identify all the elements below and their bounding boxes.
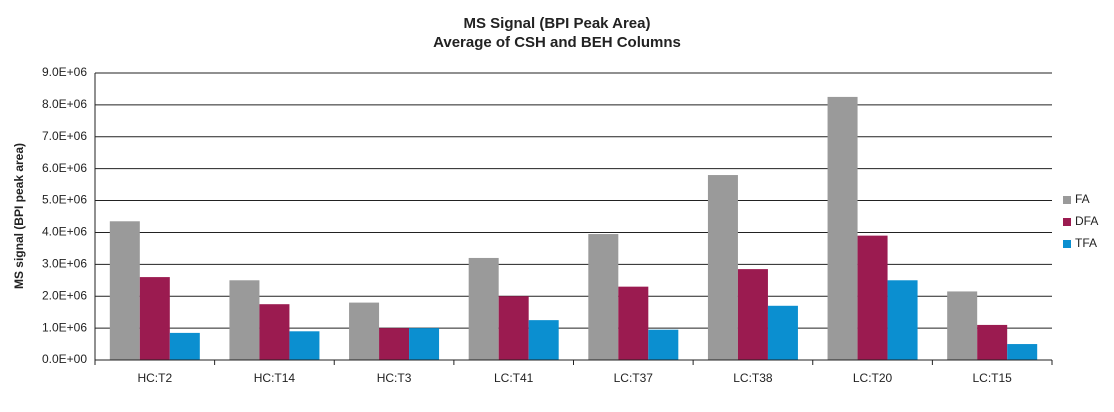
chart-subtitle: Average of CSH and BEH Columns — [433, 34, 681, 51]
x-tick-label: LC:T41 — [494, 371, 534, 385]
bar — [588, 234, 619, 360]
y-tick-label: 2.0E+06 — [42, 288, 87, 302]
bar — [618, 286, 649, 360]
x-tick-label: LC:T15 — [973, 371, 1013, 385]
legend-label: DFA — [1075, 214, 1098, 228]
bar — [947, 291, 978, 360]
y-axis-label: MS signal (BPI peak area) — [12, 143, 26, 289]
bar — [498, 296, 529, 360]
legend-swatch — [1063, 196, 1071, 204]
x-tick-label: HC:T14 — [254, 371, 296, 385]
y-tick-label: 0.0E+00 — [42, 352, 87, 366]
x-tick-label: HC:T3 — [377, 371, 412, 385]
bar — [737, 269, 768, 360]
bar — [1007, 344, 1038, 360]
bar — [109, 221, 140, 360]
bar — [857, 235, 888, 360]
bar — [379, 328, 410, 360]
y-tick-label: 4.0E+06 — [42, 225, 87, 239]
bar — [229, 280, 260, 360]
y-tick-label: 7.0E+06 — [42, 129, 87, 143]
bar — [349, 302, 380, 360]
bar — [139, 277, 170, 360]
y-tick-label: 3.0E+06 — [42, 257, 87, 271]
bar — [827, 96, 858, 361]
bar — [468, 257, 499, 360]
bar — [169, 332, 200, 360]
bar — [887, 280, 918, 360]
y-tick-label: 6.0E+06 — [42, 161, 87, 175]
bar — [648, 329, 679, 360]
y-tick-label: 1.0E+06 — [42, 320, 87, 334]
y-tick-label: 9.0E+06 — [42, 65, 87, 79]
y-tick-label: 8.0E+06 — [42, 97, 87, 111]
bar — [259, 304, 290, 360]
bar — [289, 331, 320, 360]
bar — [409, 328, 440, 360]
x-tick-label: LC:T20 — [853, 371, 893, 385]
x-tick-label: HC:T2 — [137, 371, 172, 385]
bar — [767, 305, 798, 360]
legend-label: TFA — [1075, 236, 1097, 250]
x-tick-label: LC:T38 — [733, 371, 773, 385]
y-tick-label: 5.0E+06 — [42, 193, 87, 207]
chart-title: MS Signal (BPI Peak Area) — [463, 15, 650, 32]
legend-swatch — [1063, 240, 1071, 248]
x-tick-label: LC:T37 — [614, 371, 654, 385]
bar — [528, 320, 559, 360]
bar — [707, 175, 738, 360]
legend-swatch — [1063, 218, 1071, 226]
legend-label: FA — [1075, 192, 1090, 206]
bar — [977, 324, 1008, 360]
